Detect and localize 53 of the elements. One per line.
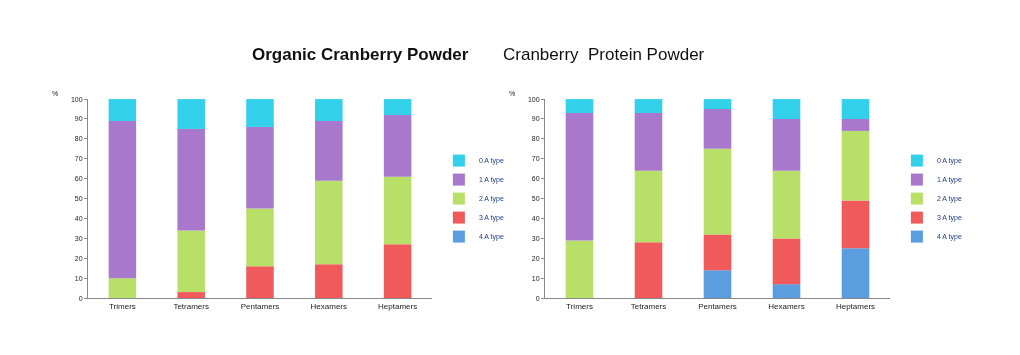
bar xyxy=(703,148,732,235)
bar xyxy=(841,99,870,119)
bar xyxy=(383,115,412,177)
bar xyxy=(246,126,274,209)
bar xyxy=(841,200,870,249)
bar xyxy=(565,240,594,299)
bar xyxy=(634,113,663,171)
x-tick-label: Hexamers xyxy=(768,301,805,311)
bar xyxy=(634,242,663,299)
bar xyxy=(703,270,732,299)
bar xyxy=(315,120,343,181)
bar xyxy=(177,128,205,231)
x-tick-label: Hexamers xyxy=(310,301,348,311)
bar xyxy=(841,118,870,131)
bar xyxy=(246,208,274,267)
bar xyxy=(246,99,274,127)
bar xyxy=(108,99,137,121)
bar xyxy=(383,244,412,299)
bar xyxy=(108,120,137,279)
bar xyxy=(383,99,412,116)
bar xyxy=(177,230,205,293)
x-tick-label: Heptamers xyxy=(835,301,876,311)
bar xyxy=(315,180,343,265)
bar xyxy=(634,170,663,243)
x-tick-label: Trimers xyxy=(566,301,593,311)
x-tick-label: Tetramers xyxy=(173,301,209,311)
bar xyxy=(703,99,732,110)
bar xyxy=(772,238,801,285)
bar xyxy=(841,130,870,201)
bar xyxy=(315,99,343,121)
bar xyxy=(565,113,594,241)
bar xyxy=(634,99,663,114)
x-tick-label: Pentamers xyxy=(698,301,737,311)
bar xyxy=(772,284,801,299)
bar xyxy=(177,99,205,129)
x-tick-label: Heptamers xyxy=(378,301,418,311)
bar xyxy=(772,99,801,119)
bar xyxy=(246,266,274,299)
bar xyxy=(177,292,205,299)
x-tick-label: Tetramers xyxy=(630,301,667,311)
bar xyxy=(315,264,343,299)
bar xyxy=(772,170,801,239)
x-tick-label: Trimers xyxy=(108,301,136,311)
bar xyxy=(772,118,801,171)
x-tick-label: Pentamers xyxy=(240,301,280,311)
bar xyxy=(703,234,732,271)
bar xyxy=(841,248,870,299)
chart-title: Cranberry Protein Powder xyxy=(503,45,705,64)
bar xyxy=(383,176,412,245)
bar xyxy=(108,278,137,299)
bar xyxy=(565,99,594,114)
bar xyxy=(703,109,732,149)
chart-title: Organic Cranberry Powder xyxy=(252,45,469,64)
